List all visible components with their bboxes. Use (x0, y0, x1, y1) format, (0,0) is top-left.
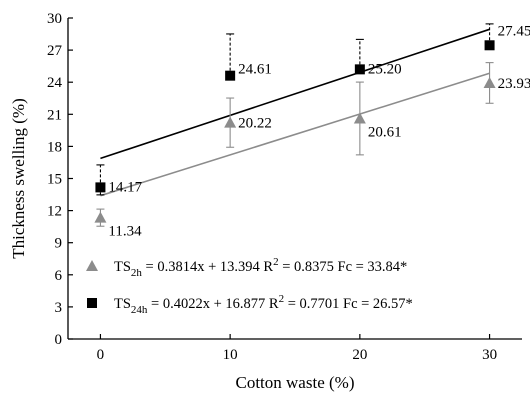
x-tick-label: 0 (97, 347, 105, 363)
y-tick-label: 21 (47, 107, 62, 123)
legend-marker-ts24h (87, 298, 97, 308)
y-tick-label: 12 (47, 204, 62, 220)
fit-lines (100, 28, 490, 197)
legend-prefix: TS (114, 259, 131, 275)
legend: TS2h = 0.3814x + 13.394 R2 = 0.8375 Fc =… (86, 256, 413, 316)
data-label-ts24h: 27.45 (498, 23, 530, 39)
legend-subscript: 2h (131, 267, 143, 279)
data-label-ts2h: 11.34 (108, 224, 142, 240)
legend-equation: = 0.4022x + 16.877 R (147, 296, 278, 312)
y-tick-label: 30 (47, 11, 62, 27)
y-tick-label: 3 (55, 300, 63, 316)
y-tick-label: 9 (55, 236, 63, 252)
y-tick-label: 24 (47, 75, 63, 91)
point-ts2h (94, 211, 107, 223)
legend-superscript: 2 (279, 293, 285, 305)
point-ts24h (225, 70, 236, 81)
legend-stats: = 0.8375 Fc = 33.84* (279, 259, 408, 275)
axes: 0 3 6 9 12 15 18 21 24 27 30 0 10 20 30 (47, 11, 522, 363)
legend-superscript: 2 (273, 256, 279, 268)
legend-marker-ts2h (86, 260, 98, 271)
legend-subscript: 24h (131, 304, 148, 316)
legend-stats: = 0.7701 Fc = 26.57* (284, 296, 413, 312)
error-bars (96, 23, 494, 227)
point-ts2h (353, 112, 366, 124)
x-tick-label: 20 (352, 347, 367, 363)
data-label-ts24h: 24.61 (238, 62, 272, 78)
legend-entry-ts24h: TS24h = 0.4022x + 16.877 R2 = 0.7701 Fc … (114, 293, 413, 316)
point-ts2h (224, 116, 237, 128)
point-ts24h (484, 40, 495, 51)
y-tick-label: 18 (47, 139, 62, 155)
fit-line-ts24h (100, 28, 490, 160)
x-axis-title: Cotton waste (%) (236, 373, 355, 392)
y-tick-label: 15 (47, 172, 62, 188)
data-markers (94, 40, 496, 223)
y-tick-label: 27 (47, 43, 63, 59)
x-tick-label: 10 (223, 347, 238, 363)
data-label-ts2h: 20.22 (238, 116, 272, 132)
legend-prefix: TS (114, 296, 131, 312)
fit-line-ts2h (100, 72, 490, 197)
data-label-ts2h: 23.93 (498, 76, 530, 92)
point-ts24h (95, 182, 106, 193)
point-ts24h (354, 64, 365, 75)
point-ts2h (483, 76, 496, 88)
legend-entry-ts2h: TS2h = 0.3814x + 13.394 R2 = 0.8375 Fc =… (114, 256, 407, 279)
y-axis-title: Thickness swelling (%) (9, 98, 28, 259)
data-labels: 11.34 20.22 20.61 23.93 14.17 24.61 25.20 27.45 (108, 23, 530, 239)
y-tick-label: 0 (55, 332, 63, 348)
legend-equation: = 0.3814x + 13.394 R (142, 259, 273, 275)
y-tick-label: 6 (55, 268, 63, 284)
data-label-ts2h: 20.61 (368, 124, 402, 140)
x-tick-label: 30 (482, 347, 497, 363)
data-label-ts24h: 25.20 (368, 61, 402, 77)
data-label-ts24h: 14.17 (108, 179, 142, 195)
